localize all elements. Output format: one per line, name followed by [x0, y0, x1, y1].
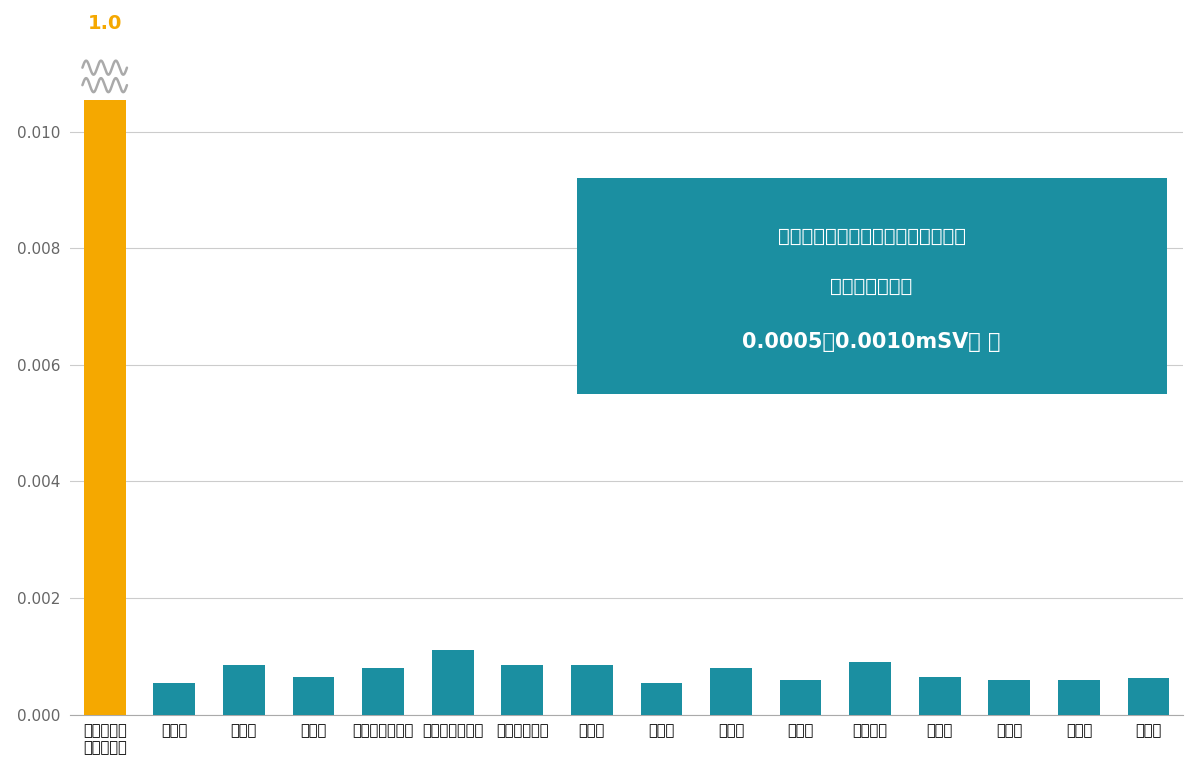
- Bar: [919, 677, 961, 715]
- Bar: [850, 662, 892, 715]
- Bar: [641, 682, 683, 715]
- Bar: [432, 651, 474, 715]
- Bar: [223, 665, 265, 715]
- Bar: [710, 668, 752, 715]
- Bar: [293, 677, 335, 715]
- Bar: [571, 665, 613, 715]
- Text: 1.0: 1.0: [88, 14, 122, 32]
- Bar: [989, 679, 1031, 715]
- Bar: [1128, 679, 1170, 715]
- Bar: [362, 668, 404, 715]
- Text: 食品中の放射性セシウムから受ける: 食品中の放射性セシウムから受ける: [778, 227, 966, 246]
- FancyBboxPatch shape: [576, 178, 1166, 394]
- Text: 0.0005～0.0010mSV／ 年: 0.0005～0.0010mSV／ 年: [743, 332, 1001, 352]
- Bar: [84, 100, 126, 715]
- Bar: [502, 665, 544, 715]
- Bar: [780, 679, 822, 715]
- Bar: [1058, 679, 1100, 715]
- Bar: [154, 682, 196, 715]
- Text: 年間放射線量は: 年間放射線量は: [830, 276, 913, 296]
